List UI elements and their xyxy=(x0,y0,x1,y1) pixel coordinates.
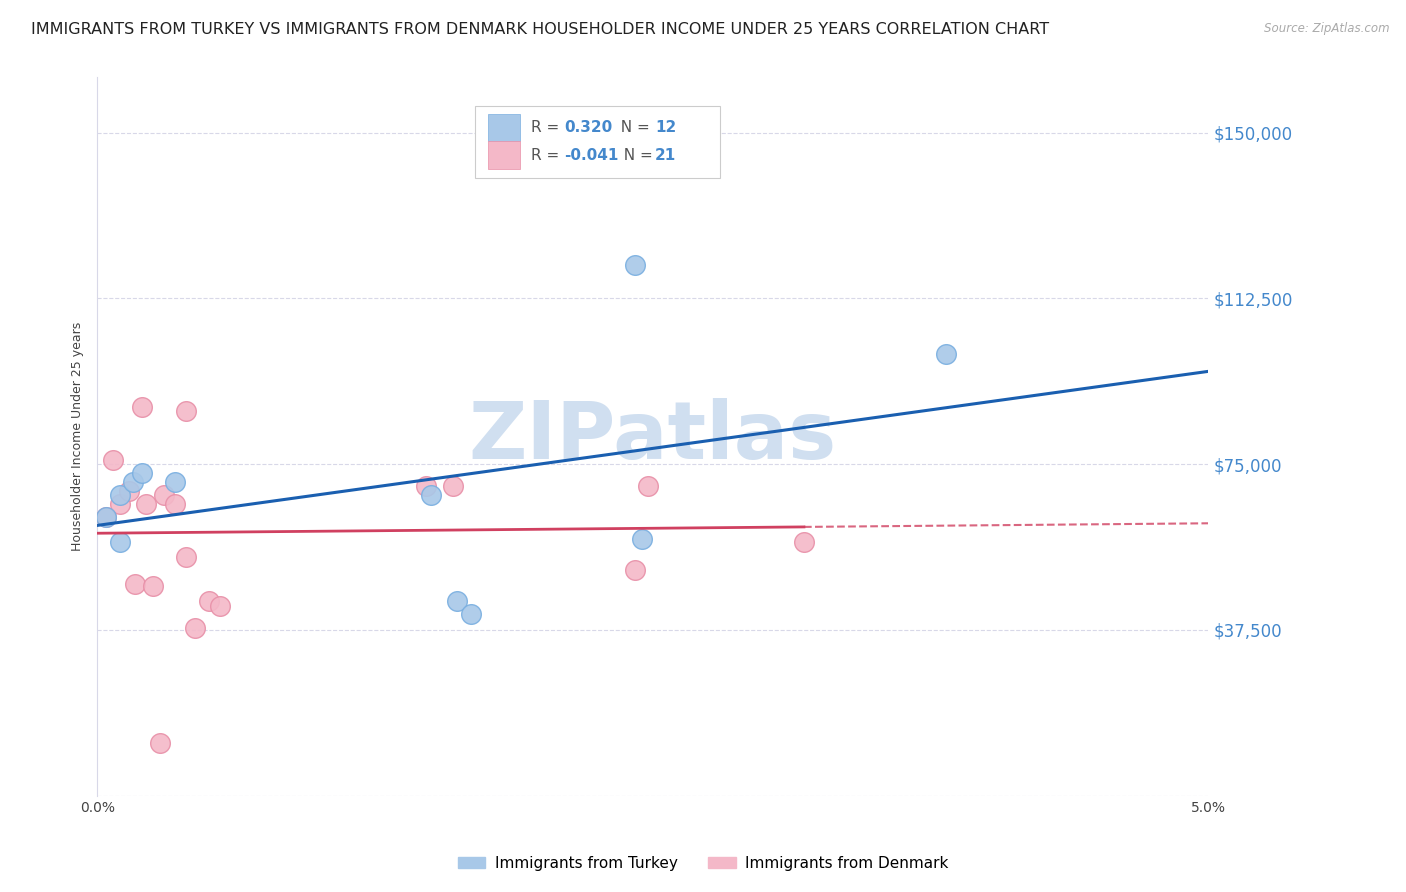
Point xyxy=(108,488,131,502)
Legend: Immigrants from Turkey, Immigrants from Denmark: Immigrants from Turkey, Immigrants from … xyxy=(451,850,955,877)
Point xyxy=(149,736,172,750)
Text: 12: 12 xyxy=(655,120,676,136)
Point xyxy=(131,400,153,414)
Point xyxy=(108,497,131,511)
Point xyxy=(131,466,153,480)
Point xyxy=(446,594,468,608)
Point xyxy=(108,534,131,549)
Point xyxy=(208,599,231,613)
Text: R =: R = xyxy=(530,120,564,136)
Point xyxy=(153,488,176,502)
Text: 0.320: 0.320 xyxy=(564,120,612,136)
Point xyxy=(142,579,165,593)
FancyBboxPatch shape xyxy=(488,114,520,141)
Text: Source: ZipAtlas.com: Source: ZipAtlas.com xyxy=(1264,22,1389,36)
Point xyxy=(624,258,647,272)
Point xyxy=(935,347,957,361)
Point xyxy=(101,452,124,467)
Point xyxy=(460,607,482,622)
Point xyxy=(197,594,219,608)
Text: -0.041: -0.041 xyxy=(564,147,619,162)
Point xyxy=(165,497,187,511)
Point xyxy=(135,497,157,511)
Text: 21: 21 xyxy=(655,147,676,162)
Point xyxy=(165,475,187,489)
Text: N =: N = xyxy=(610,120,654,136)
Point xyxy=(96,510,118,524)
Point xyxy=(441,479,464,493)
Text: R =: R = xyxy=(530,147,564,162)
Point xyxy=(176,404,198,418)
Point xyxy=(122,475,145,489)
Y-axis label: Householder Income Under 25 years: Householder Income Under 25 years xyxy=(72,322,84,551)
FancyBboxPatch shape xyxy=(488,141,520,169)
FancyBboxPatch shape xyxy=(475,106,720,178)
Point xyxy=(415,479,437,493)
Point xyxy=(630,533,652,547)
Point xyxy=(117,483,139,498)
Point xyxy=(176,549,198,564)
Text: N =: N = xyxy=(614,147,658,162)
Text: IMMIGRANTS FROM TURKEY VS IMMIGRANTS FROM DENMARK HOUSEHOLDER INCOME UNDER 25 YE: IMMIGRANTS FROM TURKEY VS IMMIGRANTS FRO… xyxy=(31,22,1049,37)
Point xyxy=(793,534,815,549)
Point xyxy=(637,479,659,493)
Point xyxy=(96,510,118,524)
Point xyxy=(184,621,207,635)
Point xyxy=(624,563,647,577)
Point xyxy=(419,488,441,502)
Point xyxy=(124,576,146,591)
Text: ZIPatlas: ZIPatlas xyxy=(468,398,837,475)
